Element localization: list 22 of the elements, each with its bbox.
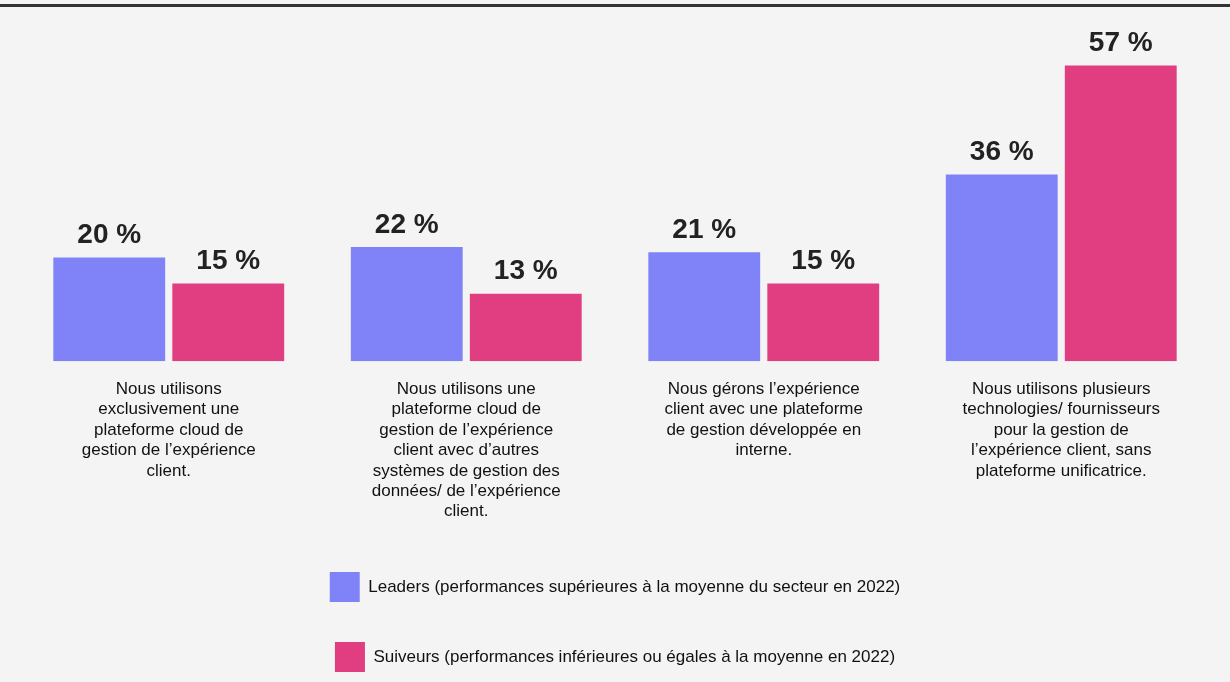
legend-label: Leaders (performances supérieures à la moyenne du secteur en 2022) [368,576,901,596]
x-tick-label: Nous utilisons plusieurs technologies/ fournisseurs pour la gestion de l’expérience client, sans plateforme unificatrice. [962,379,1161,480]
data-label: 57 % [1088,26,1153,58]
bar [172,283,285,362]
bar [1064,65,1177,362]
bar [53,257,166,362]
bar [469,293,582,362]
data-label: 36 % [969,135,1034,167]
x-tick-label: Nous utilisons exclusivement une plateforme cloud de gestion de l’expérience client. [81,379,256,480]
bar [350,247,463,362]
bar [648,252,761,362]
bar [945,174,1058,362]
x-tick-label: Nous gérons l’expérience client avec une plateforme de gestion développée en interne. [664,379,863,460]
data-label: 20 % [77,218,142,250]
x-tick-label: Nous utilisons une plateforme cloud de gestion de l’expérience client avec d’autres systèmes de gestion des données/ de l’expérience client. [371,379,561,521]
data-label: 15 % [791,244,856,276]
data-label: 13 % [493,254,558,286]
bar [767,283,880,362]
data-label: 15 % [196,244,261,276]
data-label: 22 % [374,207,439,239]
legend-label: Suiveurs (performances inférieures ou égales à la moyenne en 2022) [373,646,896,666]
data-label: 21 % [672,213,737,244]
